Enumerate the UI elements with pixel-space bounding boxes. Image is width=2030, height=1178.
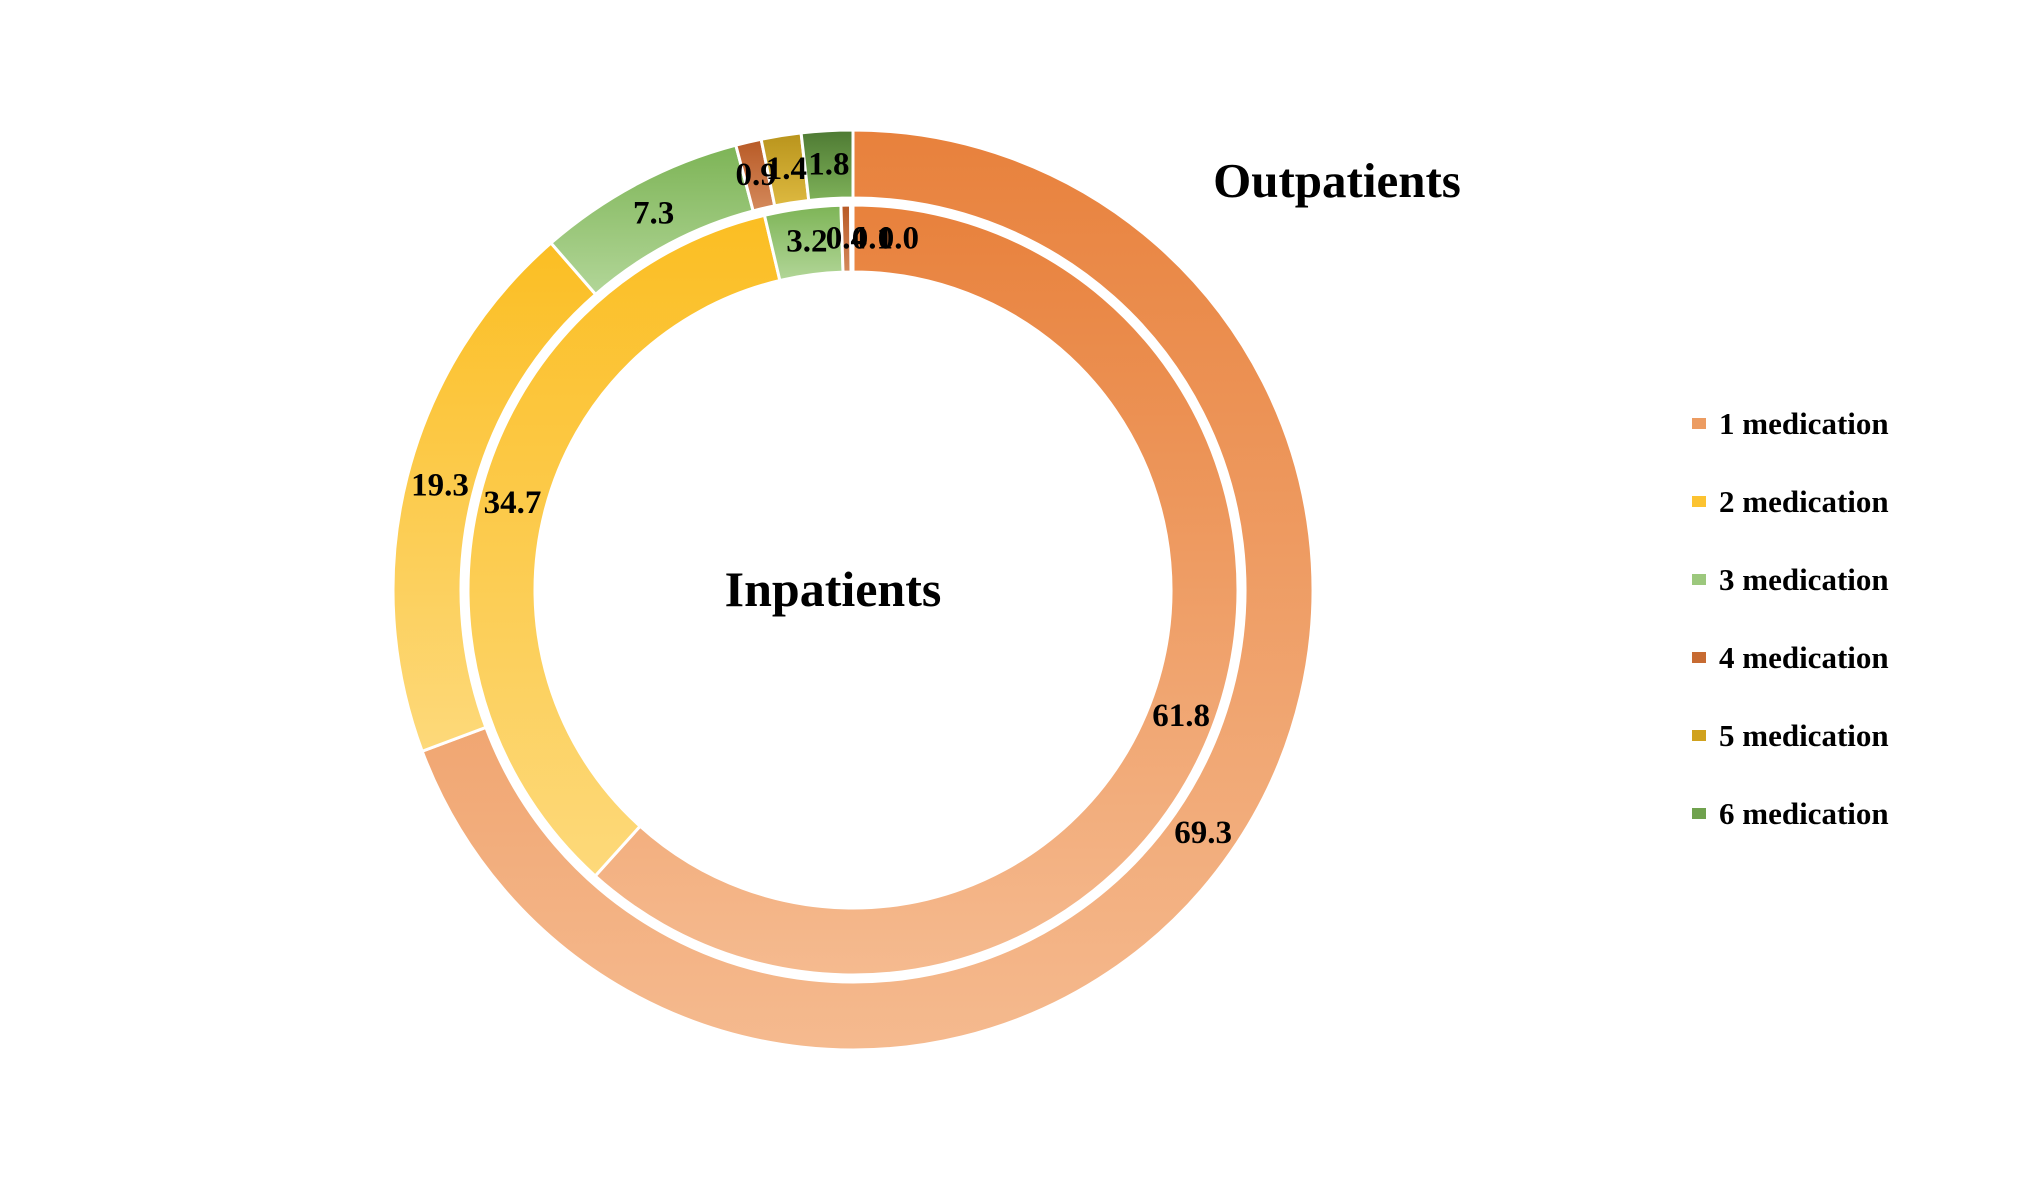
legend-label: 2 medication <box>1719 483 1889 519</box>
legend-swatch-2-medication <box>1692 495 1706 507</box>
data-label-inpatients-5-medication: 0.1 <box>852 221 893 257</box>
legend-item-3-medication: 3 medication <box>1692 560 1889 598</box>
outer-ring-title: Outpatients <box>1213 153 1461 208</box>
legend-item-4-medication: 4 medication <box>1692 638 1889 676</box>
legend-item-6-medication: 6 medication <box>1692 794 1889 832</box>
slice-inpatients-1-medication <box>593 203 1240 977</box>
slice-inpatients-2-medication <box>466 213 782 879</box>
slice-outpatients-1-medication <box>420 128 1315 1052</box>
legend-label: 1 medication <box>1719 405 1889 441</box>
data-label-outpatients-4-medication: 0.9 <box>736 157 777 193</box>
data-label-inpatients-6-medication: 0.0 <box>878 221 919 257</box>
inner-ring-title: Inpatients <box>724 561 942 617</box>
legend-label: 3 medication <box>1719 561 1889 597</box>
legend-swatch-1-medication <box>1692 417 1706 429</box>
slice-outpatients-6-medication <box>799 128 855 203</box>
legend-label: 4 medication <box>1719 639 1889 675</box>
data-label-inpatients-3-medication: 3.2 <box>786 224 827 260</box>
legend-swatch-4-medication <box>1692 651 1706 663</box>
data-label-outpatients-5-medication: 1.4 <box>766 151 807 187</box>
legend: 1 medication 2 medication 3 medication 4… <box>1692 404 1889 872</box>
legend-item-1-medication: 1 medication <box>1692 404 1889 442</box>
data-label-inpatients-4-medication: 0.4 <box>826 221 867 257</box>
data-label-inpatients-1-medication: 61.8 <box>1152 698 1210 734</box>
legend-swatch-5-medication <box>1692 729 1706 741</box>
legend-swatch-6-medication <box>1692 807 1706 819</box>
data-label-outpatients-2-medication: 19.3 <box>411 467 469 503</box>
data-label-outpatients-3-medication: 7.3 <box>633 196 674 232</box>
legend-label: 5 medication <box>1719 717 1889 753</box>
data-label-inpatients-2-medication: 34.7 <box>484 485 542 521</box>
legend-item-5-medication: 5 medication <box>1692 716 1889 754</box>
slice-inpatients-5-medication <box>849 203 855 274</box>
data-label-outpatients-1-medication: 69.3 <box>1174 815 1232 851</box>
data-label-outpatients-6-medication: 1.8 <box>808 147 849 183</box>
legend-swatch-3-medication <box>1692 573 1706 585</box>
legend-label: 6 medication <box>1719 795 1889 831</box>
legend-item-2-medication: 2 medication <box>1692 482 1889 520</box>
